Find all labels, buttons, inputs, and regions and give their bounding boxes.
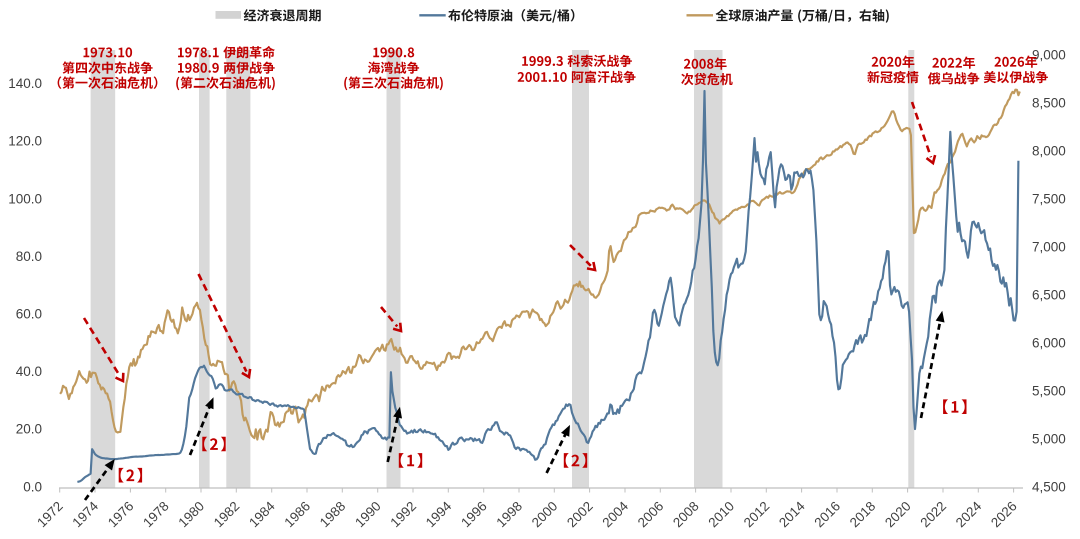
svg-text:8,500: 8,500: [1032, 95, 1066, 110]
svg-text:100.0: 100.0: [8, 191, 42, 206]
svg-text:7,500: 7,500: [1032, 191, 1066, 206]
svg-text:6,500: 6,500: [1032, 287, 1066, 302]
svg-text:80.0: 80.0: [16, 249, 42, 264]
svg-text:120.0: 120.0: [8, 134, 42, 149]
svg-text:0.0: 0.0: [23, 479, 42, 494]
svg-text:8,000: 8,000: [1032, 143, 1066, 158]
svg-text:40.0: 40.0: [16, 364, 42, 379]
svg-text:60.0: 60.0: [16, 307, 42, 322]
svg-text:20.0: 20.0: [16, 422, 42, 437]
svg-text:5,000: 5,000: [1032, 431, 1066, 446]
svg-text:6,000: 6,000: [1032, 335, 1066, 350]
svg-text:5,500: 5,500: [1032, 383, 1066, 398]
svg-text:4,500: 4,500: [1032, 479, 1066, 494]
svg-text:9,000: 9,000: [1032, 47, 1066, 62]
svg-text:7,000: 7,000: [1032, 239, 1066, 254]
svg-text:140.0: 140.0: [8, 76, 42, 91]
